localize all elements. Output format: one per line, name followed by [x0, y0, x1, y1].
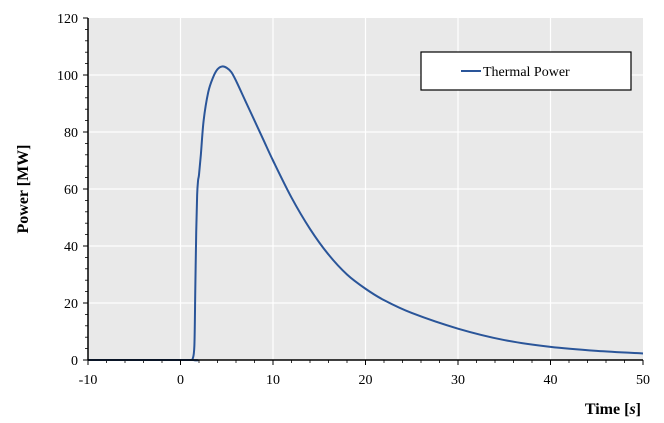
x-tick-label: 30 [451, 373, 465, 388]
x-tick-label: -10 [79, 373, 98, 388]
x-axis-ticks: -10 0 10 20 30 40 50 [79, 360, 650, 388]
y-tick-label: 0 [71, 354, 78, 369]
legend-box [420, 51, 632, 91]
y-axis-title: Power [MW] [15, 145, 32, 234]
series-layer [87, 65, 644, 362]
x-tick-label: 40 [544, 373, 558, 388]
x-tick-label: 50 [636, 373, 650, 388]
y-tick-label: 60 [64, 183, 78, 198]
y-tick-label: 80 [64, 126, 78, 141]
y-axis-ticks: 0 20 40 60 80 100 120 [57, 12, 88, 369]
x-axis-title-suffix: ] [636, 401, 641, 418]
x-axis-title: Time [s] [585, 401, 641, 418]
x-axis-title-prefix: Time [ [585, 401, 630, 418]
x-axis-title-unit: s [628, 401, 635, 418]
legend-label-thermal-power: Thermal Power [483, 65, 570, 80]
x-tick-label: 20 [359, 373, 373, 388]
y-tick-label: 120 [57, 12, 78, 27]
legend: Thermal Power [420, 51, 632, 91]
x-tick-label: 10 [266, 373, 280, 388]
series-line-thermal-power [87, 65, 644, 362]
y-tick-label: 100 [57, 69, 78, 84]
x-tick-label: 0 [177, 373, 184, 388]
y-tick-label: 40 [64, 240, 78, 255]
y-tick-label: 20 [64, 297, 78, 312]
